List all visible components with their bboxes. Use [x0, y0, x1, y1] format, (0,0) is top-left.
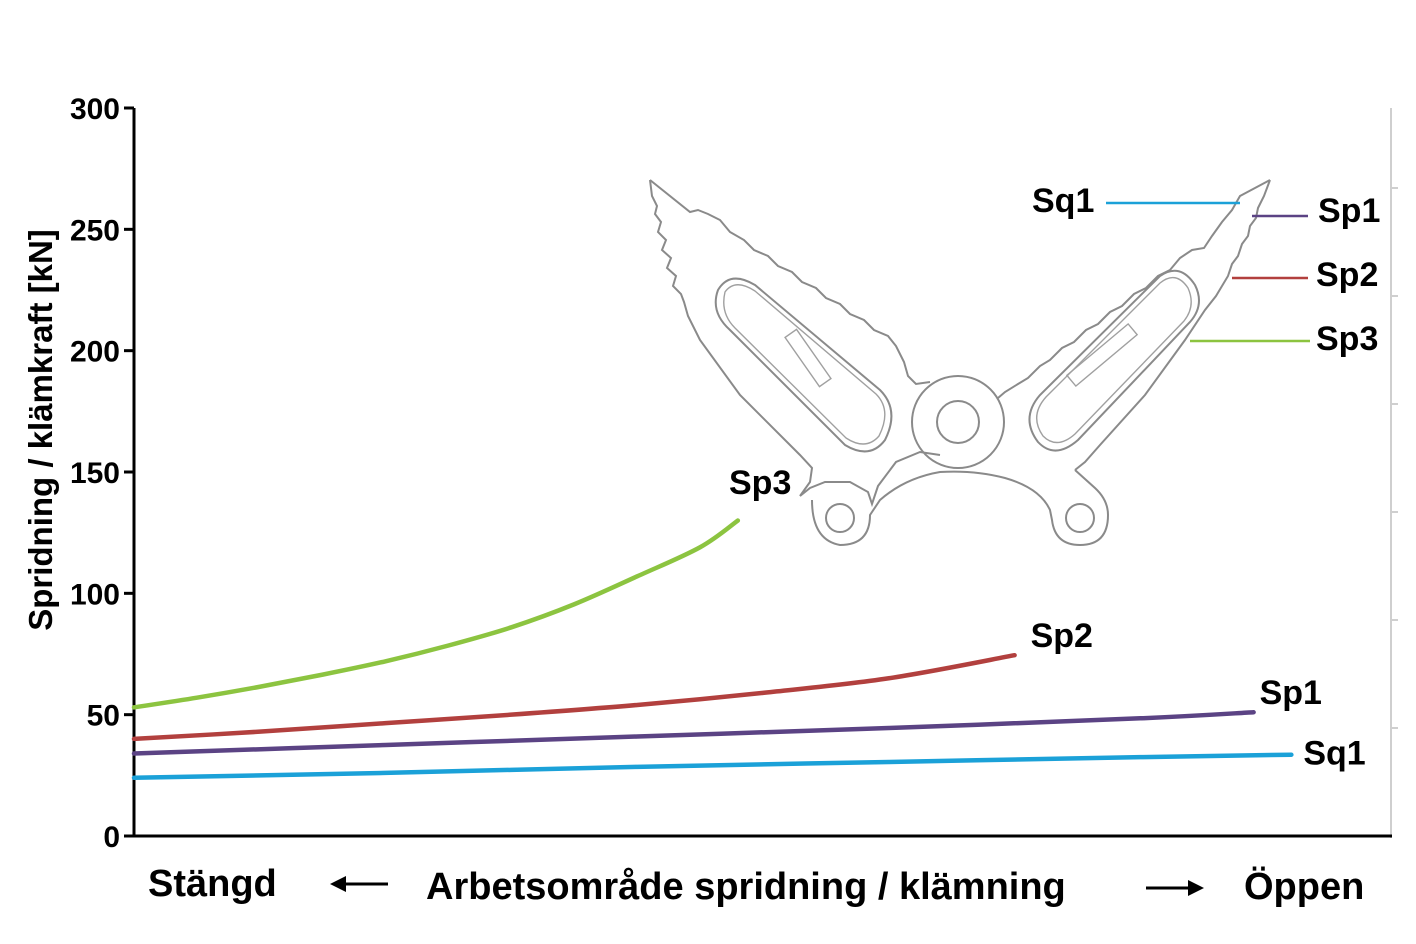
arrow-right-icon: [1146, 880, 1204, 896]
y-tick-label: 200: [70, 336, 120, 369]
series-label-sp1: Sp1: [1260, 674, 1322, 712]
tool-callouts: Sq1 Sp1 Sp2 Sp3: [1032, 182, 1380, 358]
series-label-sp2: Sp2: [1031, 617, 1093, 655]
y-tick-label: 0: [103, 821, 120, 854]
y-tick-label: 300: [70, 93, 120, 126]
series-line-sp1: [131, 709, 1256, 756]
callout-label-sp1: Sp1: [1318, 192, 1380, 230]
callout-label-sp2: Sp2: [1316, 256, 1378, 294]
y-ticks: 0 50 100 150 200 250 300: [70, 93, 134, 854]
series-line-sp3: [131, 518, 741, 710]
series-line-sq1: [131, 752, 1294, 781]
series-label-sq1: Sq1: [1303, 735, 1365, 773]
x-center-label: Arbetsområde spridning / klämning: [426, 866, 1066, 908]
right-frame: [1390, 108, 1398, 838]
x-left-label: Stängd: [148, 863, 277, 905]
y-tick-label: 250: [70, 214, 120, 247]
callout-label-sp3: Sp3: [1316, 320, 1378, 358]
y-axis-label: Spridning / klämkraft [kN]: [22, 229, 59, 631]
x-right-label: Öppen: [1244, 865, 1364, 908]
series-label-sp3: Sp3: [729, 464, 791, 502]
series-layer: Sq1 Sp1 Sp2 Sp3: [131, 464, 1366, 781]
y-tick-label: 150: [70, 457, 120, 490]
series-line-sp2: [131, 652, 1017, 742]
y-tick-label: 100: [70, 578, 120, 611]
callout-label-sq1: Sq1: [1032, 182, 1094, 220]
y-tick-label: 50: [87, 700, 120, 733]
x-axis-caption: Stängd Arbetsområde spridning / klämning…: [148, 863, 1364, 908]
arrow-left-icon: [330, 876, 388, 892]
